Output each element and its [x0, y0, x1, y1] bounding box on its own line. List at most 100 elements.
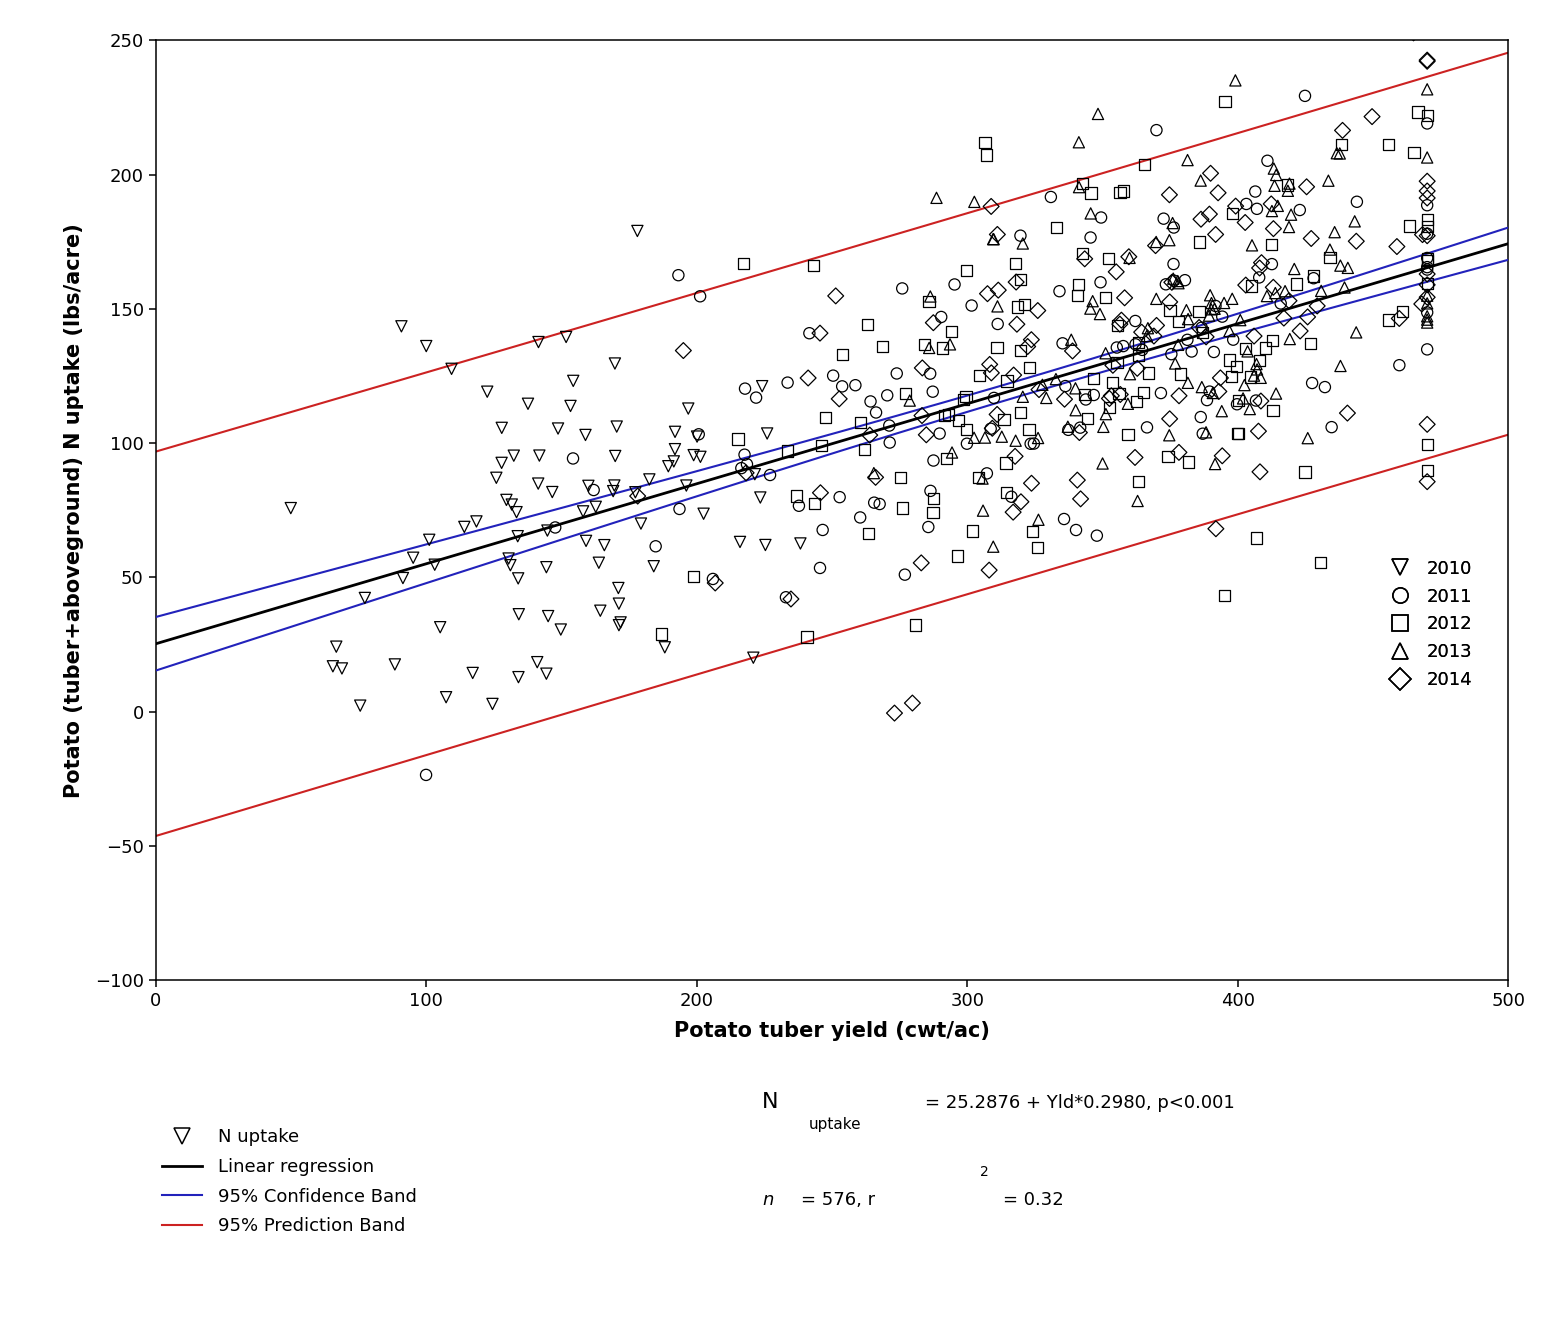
Point [1197, 381, 1222, 403]
Point [666, 265, 690, 286]
Point [1328, 142, 1353, 164]
Point [1224, 195, 1249, 216]
Point [1415, 180, 1440, 201]
Point [670, 340, 695, 361]
Point [1359, 106, 1384, 128]
Point [1249, 391, 1274, 412]
Point [1165, 270, 1190, 291]
Point [1157, 299, 1182, 321]
Point [1034, 387, 1059, 408]
Point [1204, 518, 1228, 540]
Point [605, 416, 630, 438]
Point [1219, 365, 1244, 387]
Point [575, 475, 600, 497]
Point [959, 520, 984, 541]
Point [1309, 281, 1334, 302]
Point [1129, 321, 1154, 342]
Point [656, 455, 681, 477]
Point [535, 606, 560, 627]
Point [1166, 442, 1191, 463]
Point [414, 336, 439, 357]
Point [827, 388, 852, 410]
Point [939, 442, 964, 463]
Point [945, 410, 970, 431]
Point [463, 510, 488, 532]
Point [586, 552, 611, 573]
Point [1387, 308, 1412, 329]
Point [1065, 469, 1090, 490]
Point [1415, 210, 1440, 231]
Point [1101, 355, 1126, 376]
Point [921, 488, 945, 509]
Point [830, 344, 855, 365]
Point [1415, 257, 1440, 278]
Point [681, 445, 706, 466]
Point [1003, 430, 1028, 451]
Point [439, 359, 463, 380]
Point [981, 228, 1006, 250]
Point [1204, 295, 1228, 317]
Point [1176, 451, 1200, 473]
Point [703, 572, 728, 594]
Point [1316, 171, 1340, 192]
Point [390, 567, 415, 588]
Point [1135, 325, 1160, 346]
Point [916, 516, 941, 537]
Point [967, 365, 992, 387]
Point [533, 556, 558, 577]
Point [1197, 305, 1222, 326]
Point [526, 473, 550, 494]
Point [527, 445, 552, 466]
Point [1176, 372, 1200, 393]
Point [1022, 432, 1047, 454]
Point [1415, 273, 1440, 294]
Point [1087, 304, 1112, 325]
Point [1008, 224, 1033, 246]
Point [921, 450, 945, 471]
Point [1415, 146, 1440, 168]
Legend: N uptake, Linear regression, 95% Confidence Band, 95% Prediction Band: N uptake, Linear regression, 95% Confide… [154, 1121, 425, 1242]
Point [700, 568, 725, 590]
Point [543, 517, 568, 539]
Point [728, 532, 753, 553]
Point [1104, 337, 1129, 359]
Point [889, 497, 914, 518]
Point [1176, 149, 1200, 171]
Point [1204, 224, 1228, 246]
Point [734, 454, 759, 475]
Point [1081, 384, 1106, 406]
Point [574, 530, 599, 552]
Point [914, 424, 939, 446]
Point [1065, 285, 1090, 306]
Point [549, 619, 574, 641]
Point [1064, 399, 1088, 420]
Point [776, 441, 801, 462]
Point [1406, 101, 1431, 122]
Point [1188, 231, 1213, 252]
Point [1384, 236, 1409, 258]
Point [1078, 298, 1102, 320]
Point [1249, 252, 1274, 274]
Point [1269, 293, 1294, 314]
Point [888, 467, 913, 489]
Point [1155, 446, 1180, 467]
Point [963, 191, 987, 212]
Point [1026, 427, 1051, 449]
Point [1101, 372, 1126, 393]
Point [1264, 164, 1289, 185]
Point [673, 475, 698, 497]
Point [861, 462, 886, 483]
Point [1277, 328, 1302, 349]
Point [757, 465, 782, 486]
Point [1186, 301, 1211, 322]
Point [1247, 267, 1272, 289]
Point [1019, 473, 1043, 494]
Point [938, 333, 963, 355]
Point [383, 654, 407, 676]
Point [490, 418, 515, 439]
Point [681, 565, 706, 587]
Point [1001, 501, 1026, 522]
Point [1333, 277, 1358, 298]
Point [1210, 445, 1235, 466]
Point [540, 481, 564, 502]
